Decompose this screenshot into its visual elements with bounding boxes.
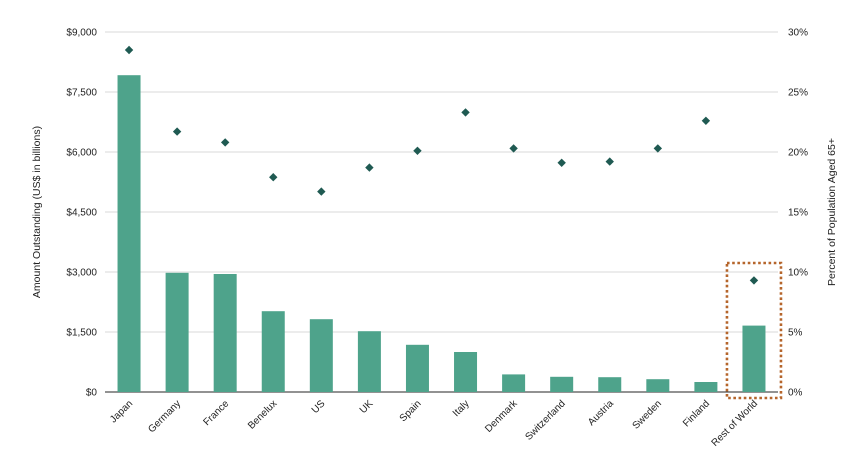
gridlines [105, 31, 778, 393]
right-axis-ticks: 0% 5% 10% 15% 20% 25% 30% [788, 28, 808, 399]
bar [357, 331, 381, 392]
bar [646, 379, 670, 392]
marker [749, 276, 759, 285]
marker [701, 116, 711, 125]
marker [413, 146, 422, 155]
bar [213, 274, 237, 392]
right-tick-label: 10% [788, 268, 808, 279]
highlight-layer [725, 261, 783, 400]
right-tick-label: 30% [788, 28, 808, 39]
marker [172, 127, 182, 136]
left-axis-ticks: $0 $1,500 $3,000 $4,500 $6,000 $7,500 $9,000 [66, 28, 97, 399]
right-tick-label: 0% [788, 388, 803, 399]
category-label: Denmark [483, 398, 520, 435]
marker [605, 157, 614, 166]
highlight-box [725, 261, 783, 400]
category-label: Sweden [631, 398, 664, 431]
bar [261, 311, 285, 392]
category-label: France [202, 398, 232, 428]
bar [454, 352, 478, 392]
marker [317, 187, 326, 196]
marker [557, 158, 566, 167]
category-label: Finland [681, 398, 712, 429]
category-label: Switzerland [523, 398, 567, 442]
right-tick-label: 5% [788, 328, 803, 339]
bar [405, 344, 429, 392]
right-tick-label: 25% [788, 88, 808, 99]
category-label: Rest of World [710, 398, 760, 448]
left-tick-label: $3,000 [66, 268, 97, 279]
left-tick-label: $9,000 [66, 28, 97, 39]
marker [461, 108, 470, 117]
y2-axis-title: Percent of Population Aged 65+ [826, 138, 838, 286]
category-label: UK [358, 398, 376, 416]
category-label: US [310, 398, 328, 416]
bar-series [117, 75, 766, 392]
marker [365, 163, 374, 172]
category-label: Austria [586, 398, 616, 428]
bar [165, 272, 189, 392]
category-label: Benelux [246, 398, 279, 431]
category-label: Spain [398, 398, 424, 424]
x-axis-ticks: Japan Germany France Benelux US UK Spain Italy D… [108, 398, 760, 449]
left-tick-label: $6,000 [66, 148, 97, 159]
y-axis-title: Amount Outstanding (US$ in billions) [31, 126, 43, 298]
category-label: Japan [108, 398, 135, 425]
right-tick-label: 20% [788, 148, 808, 159]
marker [124, 45, 134, 55]
bar [550, 376, 574, 392]
left-tick-label: $0 [86, 388, 98, 399]
marker [509, 144, 518, 153]
bar [502, 374, 526, 392]
left-tick-label: $4,500 [66, 208, 97, 219]
bar [117, 75, 141, 392]
marker-series [124, 45, 759, 285]
marker [220, 138, 230, 147]
bar [694, 382, 718, 392]
right-tick-label: 15% [788, 208, 808, 219]
left-tick-label: $1,500 [66, 328, 97, 339]
left-tick-label: $7,500 [66, 88, 97, 99]
marker [269, 173, 278, 182]
category-label: Germany [146, 398, 183, 435]
category-label: Italy [451, 398, 472, 419]
marker [653, 144, 663, 153]
bar [598, 377, 622, 392]
bar [742, 325, 766, 392]
bar [309, 319, 333, 392]
